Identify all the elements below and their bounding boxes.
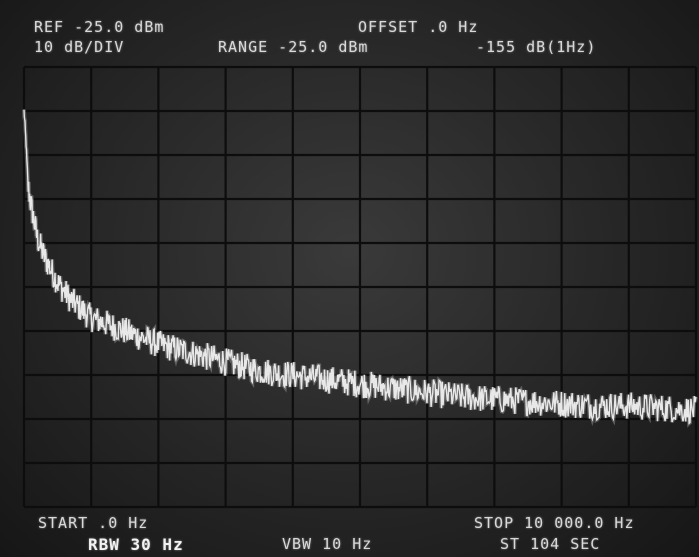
trace-layer: [22, 109, 698, 428]
range-label: RANGE -25.0 dBm: [218, 38, 369, 56]
stop-frequency-label: STOP 10 000.0 Hz: [474, 514, 635, 532]
ref-level-label: REF -25.0 dBm: [34, 18, 165, 36]
scale-label: 10 dB/DIV: [34, 38, 125, 56]
start-frequency-label: START .0 Hz: [38, 514, 149, 532]
grid: [22, 65, 698, 509]
rbw-label: RBW 30 Hz: [88, 535, 184, 554]
noise-level-label: -155 dB(1Hz): [476, 38, 597, 56]
sweep-time-label: ST 104 SEC: [500, 535, 601, 553]
spectrum-trace: [23, 109, 697, 425]
offset-label: OFFSET .0 Hz: [358, 18, 479, 36]
vbw-label: VBW 10 Hz: [282, 535, 373, 553]
